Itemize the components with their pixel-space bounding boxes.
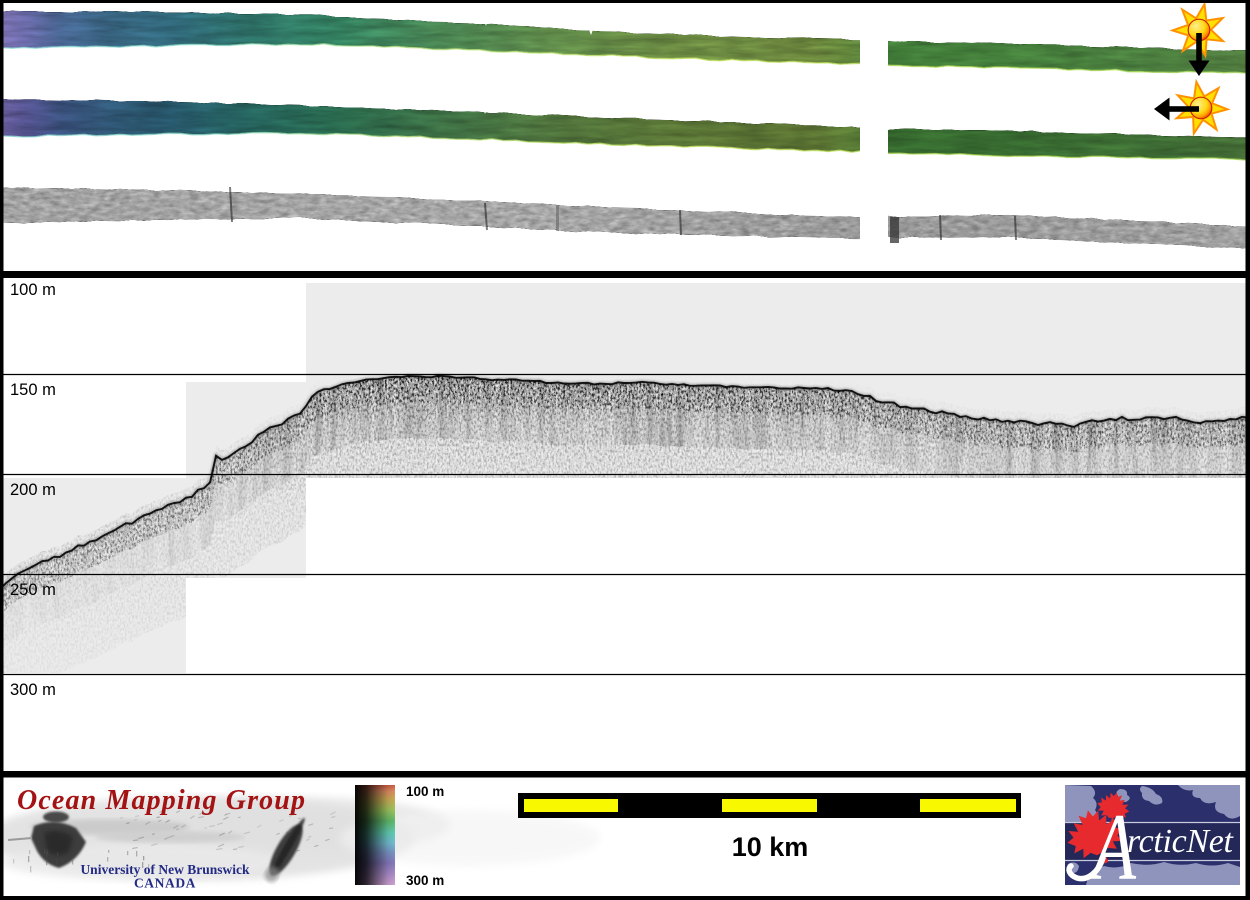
svg-text:10 km: 10 km (732, 832, 809, 862)
svg-text:CANADA: CANADA (134, 876, 196, 891)
svg-text:250 m: 250 m (10, 581, 56, 599)
svg-text:200 m: 200 m (10, 481, 56, 499)
svg-text:University of New Brunswick: University of New Brunswick (80, 862, 250, 877)
svg-text:100 m: 100 m (10, 281, 56, 299)
svg-text:150 m: 150 m (10, 381, 56, 399)
svg-text:Ocean Mapping Group: Ocean Mapping Group (17, 785, 305, 816)
svg-text:rcticNet: rcticNet (1127, 823, 1235, 860)
svg-text:100 m: 100 m (406, 784, 444, 799)
svg-text:300 m: 300 m (10, 681, 56, 699)
svg-text:A: A (1087, 794, 1136, 900)
svg-text:300 m: 300 m (406, 873, 444, 888)
